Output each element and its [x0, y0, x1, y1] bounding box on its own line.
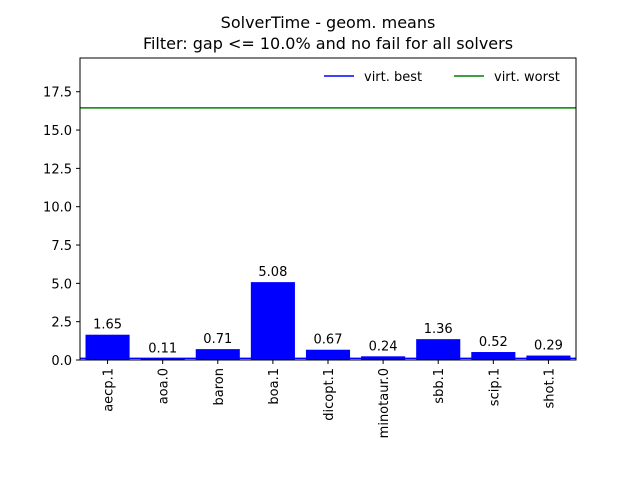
data-label: 1.36: [424, 322, 453, 337]
x-axis: aecp.1 aoa.0 baron boa.1 dicopt.1 minotaur.0 s…: [102, 360, 557, 438]
data-label: 0.52: [479, 335, 508, 350]
plot-area: [80, 58, 576, 360]
y-tick-label: 0.0: [51, 354, 72, 369]
data-label: 0.71: [203, 332, 232, 347]
bar: [305, 349, 351, 360]
data-label: 5.08: [258, 265, 287, 280]
chart-title: SolverTime - geom. means: [221, 13, 436, 32]
y-tick-label: 2.5: [51, 316, 72, 331]
chart-subtitle: Filter: gap <= 10.0% and no fail for all…: [143, 34, 513, 53]
plot-frame: [79, 57, 577, 361]
x-tick-label: minotaur.0: [377, 368, 392, 438]
reference-lines: [80, 107, 576, 360]
data-label: 0.11: [148, 341, 177, 356]
x-tick-label: boa.1: [267, 368, 282, 405]
y-tick-label: 5.0: [51, 277, 72, 292]
y-tick-label: 10.0: [43, 201, 72, 216]
x-tick-label: baron: [212, 368, 227, 405]
x-tick-label: dicopt.1: [322, 368, 337, 421]
bar: [140, 358, 185, 360]
x-tick-label: scip.1: [487, 368, 502, 406]
legend-label: virt. best: [364, 70, 422, 85]
x-tick-label: sbb.1: [432, 368, 447, 404]
bar: [250, 282, 295, 360]
bar: [471, 352, 516, 360]
y-axis: 0.0 2.5 5.0 7.5 10.0 12.5 15.0 17.5: [43, 86, 80, 369]
bar: [416, 339, 461, 360]
plot-border: [79, 57, 577, 361]
data-label: 0.24: [369, 339, 398, 354]
x-tick-label: aecp.1: [102, 368, 117, 412]
y-tick-label: 12.5: [43, 162, 72, 177]
data-label: 1.65: [93, 318, 122, 333]
y-tick-label: 17.5: [43, 86, 72, 101]
plot-background: [80, 58, 576, 360]
x-tick-label: shot.1: [542, 368, 557, 408]
y-tick-label: 15.0: [43, 124, 72, 139]
data-label: 0.67: [314, 333, 343, 348]
legend-label: virt. worst: [494, 70, 560, 85]
x-tick-label: aoa.0: [157, 368, 172, 404]
y-tick-label: 7.5: [51, 239, 72, 254]
data-label: 0.29: [534, 339, 563, 354]
legend: virt. best virt. worst: [324, 70, 560, 85]
bar: [85, 334, 130, 360]
bar: [195, 349, 240, 360]
